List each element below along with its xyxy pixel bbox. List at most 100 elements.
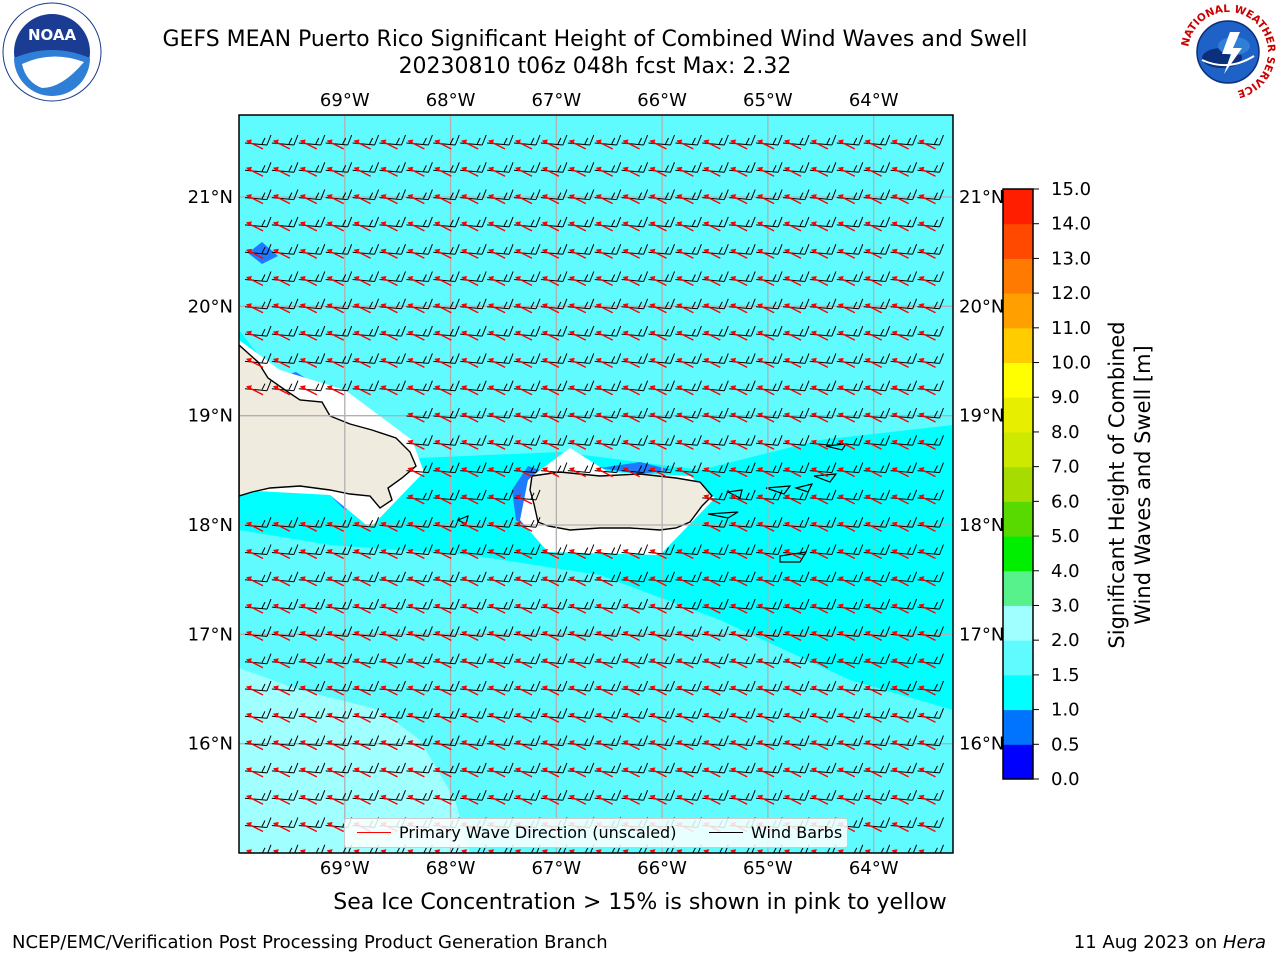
wind-barb-shaft [567,388,590,392]
wind-barb-feather [342,574,347,582]
grid-vector [809,134,837,150]
wind-barb-feather [638,328,643,336]
grid-vector [433,544,460,560]
grid-vector [513,680,541,696]
wind-barb-feather [853,765,858,773]
wind-barb-feather [939,216,944,228]
wind-barb-feather [266,380,272,391]
wave-arrow-head [272,194,279,200]
wave-arrow-head [272,740,279,746]
grid-vector [621,626,649,642]
wave-arrow-head [488,712,495,718]
grid-vector [594,216,622,232]
grid-vector [433,216,460,232]
wind-barb-feather [503,246,508,254]
grid-vector [729,407,756,423]
wave-arrow-head [488,194,495,200]
wind-barb-feather [422,137,427,145]
wind-barb-feather [557,137,562,145]
wind-barb-feather [611,547,616,554]
grid-vector [863,189,891,205]
wind-barb-feather [750,762,756,774]
wind-barb-feather [476,137,481,145]
wave-arrow-head [918,521,925,527]
footer-date-text: 11 Aug 2023 on [1073,932,1223,953]
grid-vector [756,653,783,669]
wind-barb-feather [422,328,427,336]
wave-arrow-head [461,412,468,418]
grid-vector [379,653,406,669]
wind-barb-feather [293,708,299,719]
grid-vector [648,298,675,314]
wind-barb-shaft [298,552,321,555]
wave-arrow-head [864,549,871,554]
wind-barb-feather [584,547,589,554]
wind-barb-shaft [836,633,859,637]
grid-vector [675,708,702,723]
wind-barb-feather [643,162,649,173]
wind-barb-feather [347,598,353,610]
wave-arrow-head [299,576,306,582]
wave-arrow-head [353,603,360,609]
grid-vector [271,134,299,150]
wind-barb-feather [342,656,347,663]
grid-vector [729,598,756,614]
wind-barb-feather [508,189,514,200]
grid-vector [567,325,595,341]
wind-barb-feather [557,192,562,199]
wind-barb-feather [831,189,837,200]
wind-barb-feather [611,383,616,390]
wind-barb-shaft [675,797,698,801]
wind-barb-feather [508,407,514,419]
wind-barb-feather [315,246,320,254]
grid-vector [244,680,272,696]
wind-barb-feather [912,407,918,419]
wind-barb-feather [750,216,756,228]
wave-arrow-head [326,767,333,773]
grid-vector [567,353,595,369]
wind-barb-feather [584,356,589,363]
lat-label-left: 16°N [188,734,233,755]
wave-arrow-head [461,439,468,445]
grid-vector [702,407,729,423]
wind-barb-feather [616,708,622,719]
footer-date: 11 Aug 2023 on Hera [1074,932,1266,953]
wind-barb-feather [589,353,595,364]
wind-barb-shaft [809,224,832,228]
grid-vector [460,571,487,587]
grid-vector [460,653,487,669]
grid-vector [729,435,756,450]
wave-arrow-head [326,221,333,227]
wind-barb-feather [562,790,568,801]
wind-barb-feather [799,465,804,472]
wave-arrow-head [380,248,387,254]
wave-arrow-head [272,221,279,227]
wave-arrow-head [864,194,871,200]
wave-arrow-head [407,221,414,227]
grid-vector [379,680,406,696]
wave-arrow-head [326,166,333,172]
wind-barb-feather [315,137,320,145]
wave-arrow-head [891,467,898,473]
wind-barb-feather [427,244,433,255]
wind-barb-feather [562,189,568,200]
wave-arrow-head [918,276,925,281]
wind-barb-feather [885,790,891,801]
wind-barb-feather [266,680,272,692]
wind-barb-shaft [513,279,537,282]
wind-barb-shaft [540,279,563,282]
wave-arrow-head [488,467,495,473]
wave-arrow-head [676,385,683,391]
wind-barb-shaft [836,197,859,201]
wind-barb-feather [320,571,326,582]
grid-vector [271,598,299,614]
wind-barb-shaft [675,169,698,173]
wave-arrow-head [730,767,737,773]
wind-barb-feather [401,216,406,228]
wave-arrow-head [407,439,414,445]
wind-barb-shaft [460,333,483,337]
wind-barb-feather [858,653,864,664]
wind-barb-shaft [460,797,483,801]
wind-barb-shaft [836,497,859,501]
wind-barb-feather [939,571,944,582]
